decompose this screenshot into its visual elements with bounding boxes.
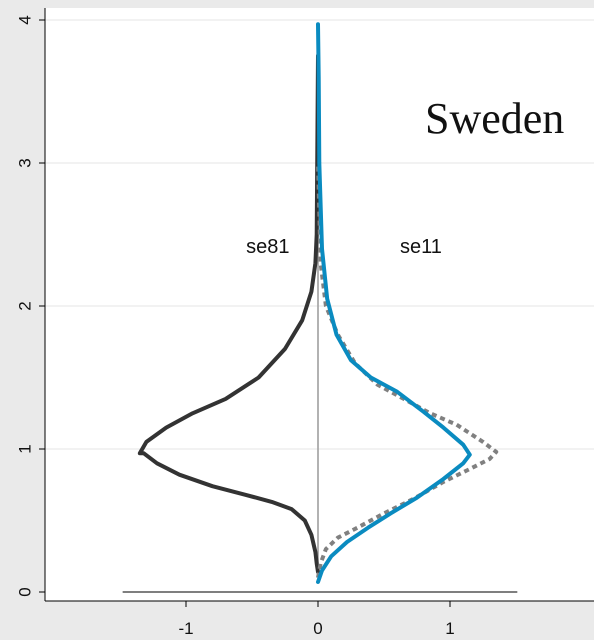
y-tick-label: 0 xyxy=(15,587,34,596)
series-line xyxy=(137,53,320,574)
axes xyxy=(44,8,594,602)
y-tick-label: 4 xyxy=(15,15,34,24)
annotations: se81 se11 xyxy=(246,236,442,258)
y-tick-label: 2 xyxy=(15,301,34,310)
x-tick-label: 0 xyxy=(313,619,322,638)
x-tick-label: -1 xyxy=(178,619,193,638)
reference-lines xyxy=(122,220,518,593)
y-tick-label: 3 xyxy=(15,158,34,167)
y-tick-label: 1 xyxy=(15,444,34,453)
series-group xyxy=(137,22,499,584)
annotation-label: se81 xyxy=(246,236,289,258)
chart-title: Sweden xyxy=(425,94,564,143)
ticks: -1 0 1 0 1 2 3 4 xyxy=(15,15,454,638)
annotation-label: se11 xyxy=(400,236,442,258)
x-tick-label: 1 xyxy=(445,619,454,638)
series-line xyxy=(316,22,472,584)
